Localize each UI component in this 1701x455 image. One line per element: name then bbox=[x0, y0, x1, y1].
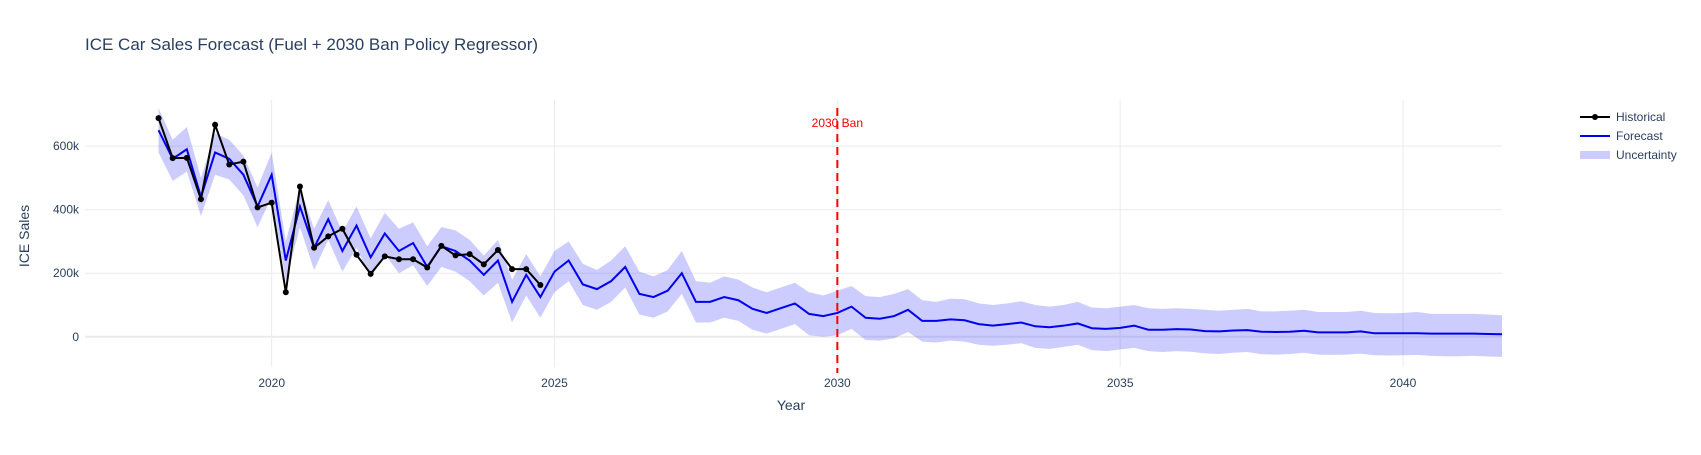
y-tick-label: 200k bbox=[53, 266, 80, 280]
historical-point bbox=[226, 161, 233, 168]
historical-point bbox=[325, 233, 332, 240]
historical-point bbox=[395, 256, 402, 263]
historical-point bbox=[523, 266, 530, 273]
x-tick-label: 2035 bbox=[1107, 376, 1134, 390]
line-layer bbox=[157, 117, 1503, 336]
historical-point bbox=[367, 270, 374, 277]
x-tick-label: 2030 bbox=[824, 376, 851, 390]
historical-point bbox=[169, 155, 176, 162]
historical-point bbox=[254, 204, 261, 211]
marker-layer bbox=[155, 115, 544, 296]
legend-label: Uncertainty bbox=[1616, 148, 1677, 162]
historical-point bbox=[268, 199, 275, 206]
historical-line bbox=[157, 117, 542, 293]
chart-title: ICE Car Sales Forecast (Fuel + 2030 Ban … bbox=[85, 35, 538, 54]
grid-layer bbox=[85, 100, 1502, 367]
historical-point bbox=[296, 183, 303, 190]
x-tick-label: 2025 bbox=[541, 376, 568, 390]
historical-point bbox=[282, 289, 289, 296]
x-tick-label: 2040 bbox=[1390, 376, 1417, 390]
y-tick-label: 400k bbox=[53, 203, 80, 217]
historical-point bbox=[438, 242, 445, 249]
tick-layer: 2020 2025 2030 2035 2040 0 200k 400k 600k bbox=[53, 139, 1417, 390]
y-tick-label: 0 bbox=[72, 330, 79, 344]
historical-point bbox=[410, 256, 417, 263]
historical-point bbox=[381, 253, 388, 260]
historical-point bbox=[155, 115, 162, 122]
historical-point bbox=[197, 196, 204, 203]
forecast-line bbox=[157, 129, 1503, 336]
x-axis-label: Year bbox=[777, 397, 806, 413]
legend-label: Forecast bbox=[1616, 129, 1663, 143]
historical-point bbox=[509, 266, 516, 273]
legend-label: Historical bbox=[1616, 110, 1665, 124]
historical-point bbox=[339, 225, 346, 232]
historical-point bbox=[494, 247, 501, 254]
historical-point bbox=[480, 261, 487, 268]
historical-point bbox=[353, 251, 360, 258]
legend-marker-historical bbox=[1592, 114, 1598, 120]
ban-annotation-label: 2030 Ban bbox=[812, 116, 863, 130]
legend: Historical Forecast Uncertainty bbox=[1580, 110, 1677, 162]
historical-point bbox=[183, 154, 190, 161]
historical-point bbox=[466, 251, 473, 258]
historical-point bbox=[537, 281, 544, 288]
legend-swatch-uncertainty bbox=[1580, 151, 1610, 159]
historical-point bbox=[240, 158, 247, 165]
historical-point bbox=[212, 121, 219, 128]
historical-point bbox=[452, 252, 459, 259]
historical-point bbox=[424, 264, 431, 271]
y-tick-label: 600k bbox=[53, 139, 80, 153]
annotation-layer: 2030 Ban bbox=[812, 108, 863, 373]
y-axis-label: ICE Sales bbox=[16, 205, 32, 267]
x-tick-label: 2020 bbox=[258, 376, 285, 390]
historical-point bbox=[311, 244, 318, 251]
